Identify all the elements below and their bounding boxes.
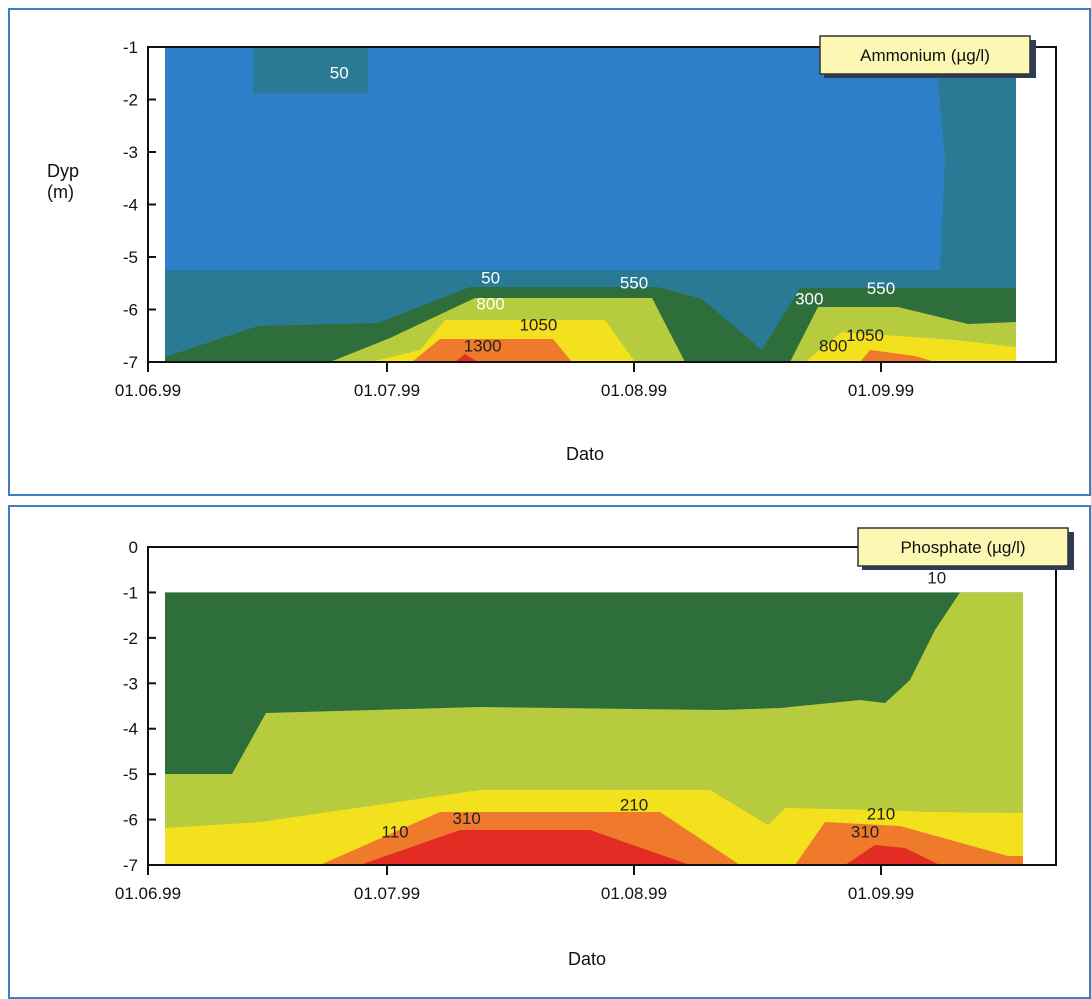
phosphate-region-red bbox=[360, 830, 690, 865]
ammonium-legend: Ammonium (µg/l) bbox=[819, 35, 1036, 78]
phosphate-contour-label: 310 bbox=[453, 809, 481, 828]
phosphate-xtick-label: 01.09.99 bbox=[848, 884, 914, 903]
ammonium-region-teal bbox=[165, 47, 1016, 362]
phosphate-region-lightgreen bbox=[165, 592, 1023, 865]
phosphate-chart: 0 -1 -2 -3 -4 -5 -6 -7 01.06.99 01.07.99 01.08.99 0… bbox=[115, 527, 1074, 969]
ammonium-blank-region bbox=[1016, 47, 1056, 362]
ammonium-xlabel: Dato bbox=[566, 444, 604, 464]
phosphate-ytick-label: -2 bbox=[123, 629, 138, 648]
ammonium-ytick-label: -5 bbox=[123, 248, 138, 267]
ammonium-region-yellow bbox=[805, 332, 1016, 362]
phosphate-legend: Phosphate (µg/l) bbox=[857, 527, 1074, 570]
phosphate-contour-fills bbox=[165, 592, 1023, 865]
ammonium-ytick-label: -2 bbox=[123, 91, 138, 110]
phosphate-axis-ticks: 0 -1 -2 -3 -4 -5 -6 -7 01.06.99 01.07.99 01.08.99 0… bbox=[115, 538, 914, 903]
phosphate-xlabel: Dato bbox=[568, 949, 606, 969]
phosphate-contour-label: 10 bbox=[927, 568, 946, 587]
ammonium-region-orange bbox=[860, 350, 935, 362]
ammonium-ylabel-line2: (m) bbox=[47, 182, 74, 202]
ammonium-ytick-label: -6 bbox=[123, 301, 138, 320]
phosphate-ytick-label: -4 bbox=[123, 720, 138, 739]
ammonium-contour-label: 50 bbox=[481, 268, 500, 287]
ammonium-contour-label: 550 bbox=[867, 279, 895, 298]
phosphate-contour-label: 310 bbox=[851, 823, 879, 842]
phosphate-xtick-label: 01.06.99 bbox=[115, 884, 181, 903]
ammonium-ylabel-line1: Dyp bbox=[47, 161, 79, 181]
phosphate-xtick-label: 01.07.99 bbox=[354, 884, 420, 903]
ammonium-contour-fills bbox=[165, 47, 1056, 362]
phosphate-contour-label: 110 bbox=[381, 823, 408, 842]
phosphate-ytick-label: -6 bbox=[123, 811, 138, 830]
ammonium-contour-label: 800 bbox=[819, 337, 847, 356]
ammonium-region-teal bbox=[253, 47, 368, 93]
phosphate-legend-box bbox=[857, 527, 1069, 567]
ammonium-contour-label: 50 bbox=[330, 64, 349, 83]
ammonium-axis-ticks: -1 -2 -3 -4 -5 -6 -7 01.06.99 01.07.99 01.08.99 01… bbox=[115, 38, 914, 400]
ammonium-xtick-label: 01.06.99 bbox=[115, 381, 181, 400]
ammonium-ytick-label: -1 bbox=[123, 38, 138, 57]
ammonium-contour-label: 300 bbox=[795, 289, 823, 308]
ammonium-ytick-label: -4 bbox=[123, 196, 138, 215]
ammonium-legend-box bbox=[819, 35, 1031, 75]
ammonium-legend-label: Ammonium (µg/l) bbox=[860, 46, 990, 65]
ammonium-xtick-label: 01.09.99 bbox=[848, 381, 914, 400]
ammonium-chart: -1 -2 -3 -4 -5 -6 -7 01.06.99 01.07.99 01.08.99 01… bbox=[47, 35, 1057, 464]
ammonium-ytick-label: -7 bbox=[123, 353, 138, 372]
ammonium-contour-label: 1300 bbox=[464, 337, 502, 356]
phosphate-legend-label: Phosphate (µg/l) bbox=[900, 538, 1025, 557]
phosphate-xtick-label: 01.08.99 bbox=[601, 884, 667, 903]
phosphate-ytick-label: 0 bbox=[129, 538, 138, 557]
phosphate-ytick-label: -3 bbox=[123, 674, 138, 693]
ammonium-contour-label: 800 bbox=[476, 295, 504, 314]
phosphate-contour-label: 210 bbox=[867, 805, 895, 824]
ammonium-contour-label: 550 bbox=[620, 274, 648, 293]
ammonium-region-orange bbox=[412, 339, 572, 362]
ammonium-ytick-label: -3 bbox=[123, 143, 138, 162]
ammonium-contour-label: 1050 bbox=[519, 316, 557, 335]
phosphate-ytick-label: -1 bbox=[123, 583, 138, 602]
ammonium-xtick-label: 01.08.99 bbox=[601, 381, 667, 400]
ammonium-contour-label: 1050 bbox=[846, 326, 884, 345]
phosphate-contour-label: 210 bbox=[620, 795, 648, 814]
ammonium-region-red bbox=[455, 354, 478, 362]
phosphate-ytick-label: -7 bbox=[123, 856, 138, 875]
phosphate-region-orange bbox=[795, 822, 1023, 865]
ammonium-xtick-label: 01.07.99 bbox=[354, 381, 420, 400]
phosphate-region-red bbox=[845, 845, 940, 865]
phosphate-ytick-label: -5 bbox=[123, 765, 138, 784]
phosphate-plot-frame bbox=[147, 546, 1057, 866]
